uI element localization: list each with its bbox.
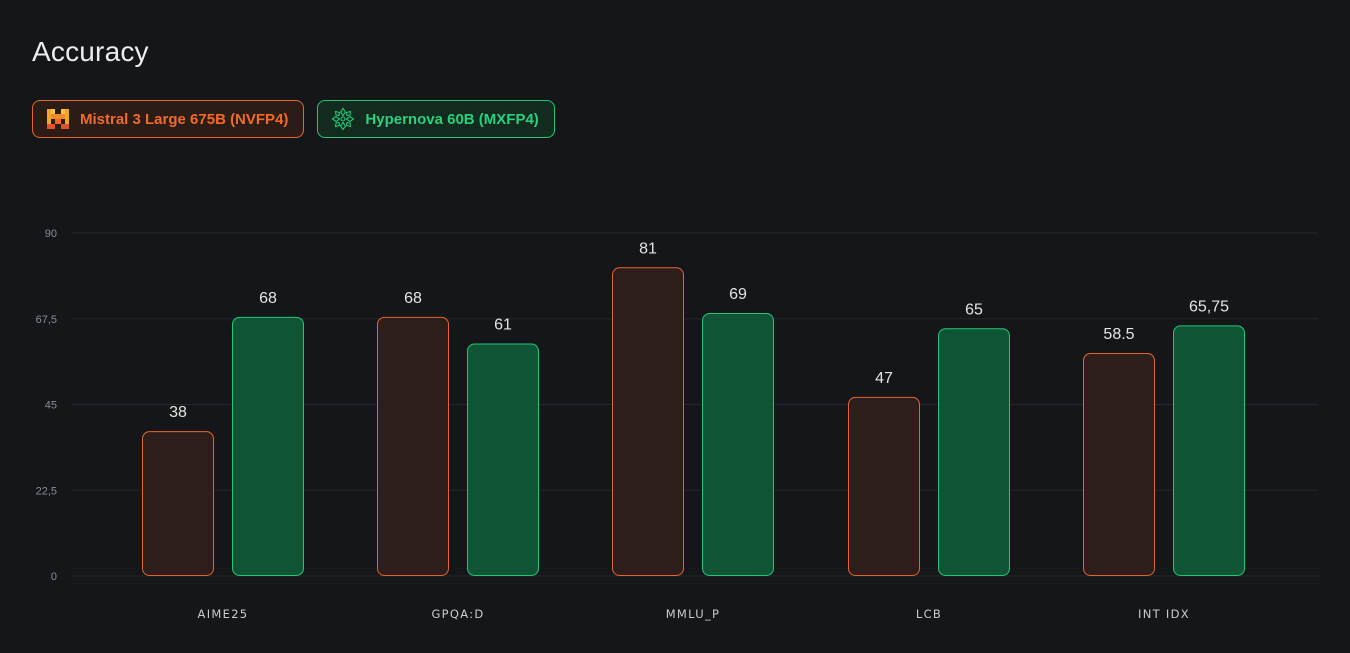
chart-title: Accuracy [32, 36, 149, 67]
value-label-mistral: 58.5 [1103, 326, 1134, 343]
x-category-label: LCB [916, 607, 942, 621]
value-label-hypernova: 65 [965, 301, 983, 318]
value-label-hypernova: 69 [729, 286, 747, 303]
value-label-hypernova: 68 [259, 290, 277, 307]
bar-hypernova [702, 313, 774, 576]
y-tick-label: 90 [45, 228, 57, 240]
legend: Mistral 3 Large 675B (NVFP4) Hypernova 6… [32, 100, 555, 138]
y-tick-label: 0 [51, 571, 57, 583]
value-label-mistral: 81 [639, 240, 657, 257]
bar-mistral [1083, 353, 1155, 576]
bar-hypernova [1173, 325, 1245, 576]
legend-label-hypernova: Hypernova 60B (MXFP4) [365, 110, 539, 128]
value-label-mistral: 47 [875, 370, 893, 387]
x-category-label: GPQA:D [431, 607, 484, 621]
x-category-label: INT IDX [1138, 607, 1190, 621]
value-label-hypernova: 61 [494, 317, 512, 334]
value-label-hypernova: 65,75 [1189, 298, 1229, 315]
hypernova-snowflake-icon [331, 107, 355, 131]
legend-item-mistral[interactable]: Mistral 3 Large 675B (NVFP4) [32, 100, 305, 138]
bar-mistral [612, 267, 684, 576]
y-tick-label: 22,5 [36, 485, 57, 497]
value-label-mistral: 38 [169, 404, 187, 421]
bar-mistral [142, 431, 214, 576]
y-tick-label: 67,5 [36, 314, 57, 326]
bar-hypernova [232, 316, 304, 576]
mistral-logo-icon [47, 109, 69, 129]
x-category-label: MMLU_P [666, 607, 721, 621]
value-label-mistral: 68 [404, 290, 422, 307]
y-tick-label: 45 [45, 400, 57, 412]
bar-hypernova [938, 328, 1010, 576]
legend-item-hypernova[interactable]: Hypernova 60B (MXFP4) [317, 100, 555, 138]
bar-hypernova [467, 343, 539, 576]
legend-label-mistral: Mistral 3 Large 675B (NVFP4) [80, 110, 289, 128]
bar-mistral [848, 396, 920, 576]
bar-mistral [377, 316, 449, 576]
x-category-label: AIME25 [198, 607, 249, 621]
